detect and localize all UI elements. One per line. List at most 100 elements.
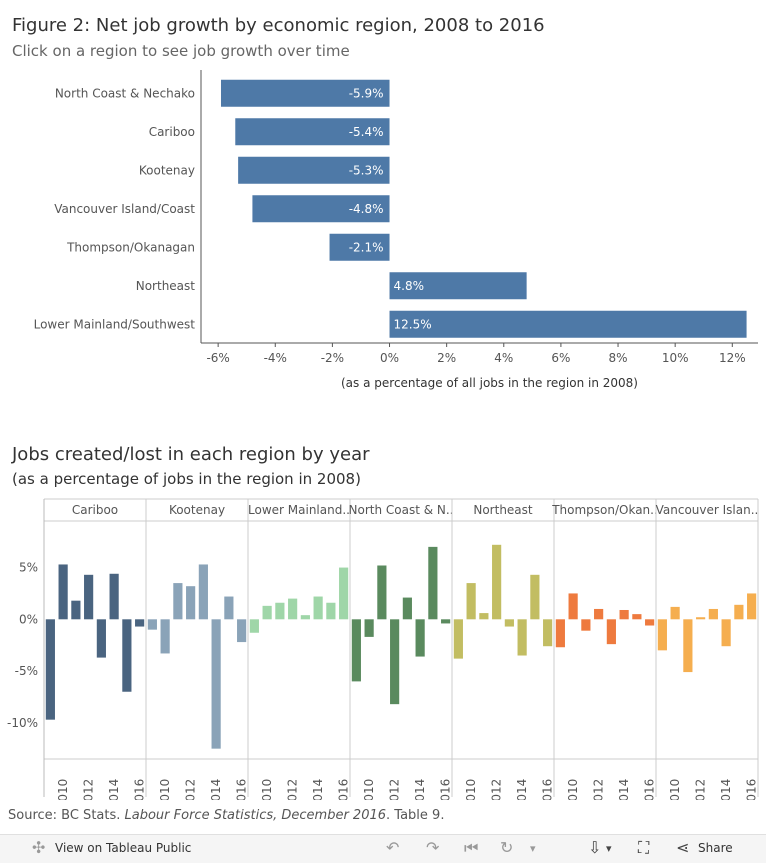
- bar[interactable]: [252, 195, 390, 223]
- year-bar[interactable]: [594, 608, 604, 620]
- year-bar[interactable]: [84, 574, 94, 620]
- download-dropdown-icon[interactable]: ▾: [606, 842, 612, 855]
- x-tick-label: 2014: [515, 779, 529, 800]
- category-label: Northeast: [136, 279, 196, 293]
- year-bar[interactable]: [224, 596, 234, 620]
- year-bar[interactable]: [288, 598, 298, 620]
- bar[interactable]: [389, 310, 747, 338]
- bar-value-label: -5.9%: [349, 86, 384, 100]
- year-bar[interactable]: [262, 605, 272, 620]
- x-tick-label: 2016: [235, 779, 249, 800]
- yearly-growth-chart: 5% 0% -5% -10% Cariboo 2010 2012 2014 2016 Kooten…: [7, 498, 759, 800]
- share-button[interactable]: Share: [698, 841, 733, 855]
- year-bar[interactable]: [453, 619, 463, 659]
- year-bar[interactable]: [402, 597, 412, 620]
- year-bar[interactable]: [351, 619, 361, 682]
- year-bar[interactable]: [568, 593, 578, 620]
- panel-header-label: Vancouver Islan..: [656, 503, 759, 517]
- year-bar[interactable]: [504, 619, 514, 627]
- year-bar[interactable]: [657, 619, 667, 651]
- year-bar[interactable]: [135, 619, 145, 627]
- year-bar[interactable]: [211, 619, 221, 749]
- x-tick-label: 2012: [490, 779, 504, 800]
- undo-icon[interactable]: ↶: [386, 838, 400, 857]
- x-tick-label: 2010: [464, 779, 478, 800]
- tableau-logo-icon: ✣: [32, 838, 46, 857]
- year-bar[interactable]: [237, 619, 247, 643]
- year-bar[interactable]: [683, 619, 693, 673]
- year-bar[interactable]: [708, 608, 718, 620]
- refresh-icon[interactable]: ↻: [500, 838, 514, 857]
- year-bar[interactable]: [71, 600, 81, 620]
- y-tick-label: -10%: [7, 716, 38, 730]
- year-bar[interactable]: [428, 546, 438, 620]
- year-bar[interactable]: [160, 619, 170, 654]
- year-bar[interactable]: [58, 564, 68, 620]
- year-bar[interactable]: [543, 619, 553, 647]
- year-bar[interactable]: [415, 619, 425, 657]
- year-bar[interactable]: [96, 619, 106, 658]
- x-tick-label: 2014: [311, 779, 325, 800]
- year-bar[interactable]: [377, 565, 387, 620]
- fullscreen-icon[interactable]: ⛶: [638, 838, 650, 857]
- year-bar[interactable]: [581, 619, 591, 631]
- view-on-tableau-link[interactable]: View on Tableau Public: [55, 841, 192, 855]
- year-bar[interactable]: [517, 619, 527, 656]
- year-bar[interactable]: [364, 619, 374, 637]
- year-bar[interactable]: [492, 544, 502, 620]
- x-tick-label: 2010: [668, 779, 682, 800]
- x-tick-label: 2010: [362, 779, 376, 800]
- year-bar[interactable]: [173, 583, 183, 620]
- revert-icon[interactable]: ⏮: [464, 838, 479, 857]
- x-tick-label: -4%: [264, 351, 287, 365]
- panel-header-label: Lower Mainland..: [248, 503, 350, 517]
- category-label: Thompson/Okanagan: [66, 240, 195, 254]
- x-tick-label: 2010: [566, 779, 580, 800]
- panel-header-label: North Coast & N..: [349, 503, 454, 517]
- year-bar[interactable]: [186, 586, 196, 620]
- bar[interactable]: [238, 156, 390, 184]
- bar[interactable]: [329, 233, 390, 261]
- year-bar[interactable]: [122, 619, 132, 692]
- year-bar[interactable]: [747, 593, 757, 620]
- year-bar[interactable]: [339, 567, 349, 620]
- year-bar[interactable]: [606, 619, 616, 645]
- year-bar[interactable]: [721, 619, 731, 647]
- year-bar[interactable]: [249, 619, 259, 633]
- year-bar[interactable]: [530, 574, 540, 620]
- year-bar[interactable]: [479, 613, 489, 620]
- year-bar[interactable]: [645, 619, 655, 626]
- pause-dropdown-icon[interactable]: ▾: [530, 842, 536, 855]
- year-bar[interactable]: [147, 619, 157, 630]
- year-bar[interactable]: [670, 606, 680, 620]
- year-bar[interactable]: [390, 619, 400, 705]
- share-icon[interactable]: ⋖: [676, 838, 690, 857]
- year-bar[interactable]: [326, 602, 336, 620]
- year-bar[interactable]: [275, 602, 285, 620]
- bar[interactable]: [235, 118, 390, 146]
- bar[interactable]: [389, 272, 527, 300]
- download-icon[interactable]: ⇩: [588, 838, 602, 857]
- year-bar[interactable]: [109, 573, 119, 620]
- x-tick-label: 12%: [719, 351, 746, 365]
- panel-header-label: Northeast: [473, 503, 533, 517]
- year-bar[interactable]: [313, 596, 323, 620]
- year-bar[interactable]: [466, 583, 476, 620]
- year-bar[interactable]: [619, 609, 629, 620]
- year-bar[interactable]: [696, 617, 706, 620]
- x-tick-label: 2014: [617, 779, 631, 800]
- category-label: North Coast & Nechako: [55, 86, 195, 100]
- year-bar[interactable]: [300, 615, 310, 620]
- year-bar[interactable]: [555, 619, 565, 648]
- year-bar[interactable]: [45, 619, 55, 720]
- year-bar[interactable]: [734, 604, 744, 620]
- bar-value-label: 12.5%: [394, 317, 432, 331]
- redo-icon[interactable]: ↷: [426, 838, 440, 857]
- year-bar[interactable]: [632, 614, 642, 620]
- year-bar[interactable]: [441, 619, 451, 624]
- y-tick-label: -5%: [15, 664, 38, 678]
- chart-title: Figure 2: Net job growth by economic reg…: [12, 15, 545, 36]
- year-bar[interactable]: [198, 564, 208, 620]
- bar[interactable]: [220, 79, 390, 107]
- x-tick-label: 2016: [541, 779, 555, 800]
